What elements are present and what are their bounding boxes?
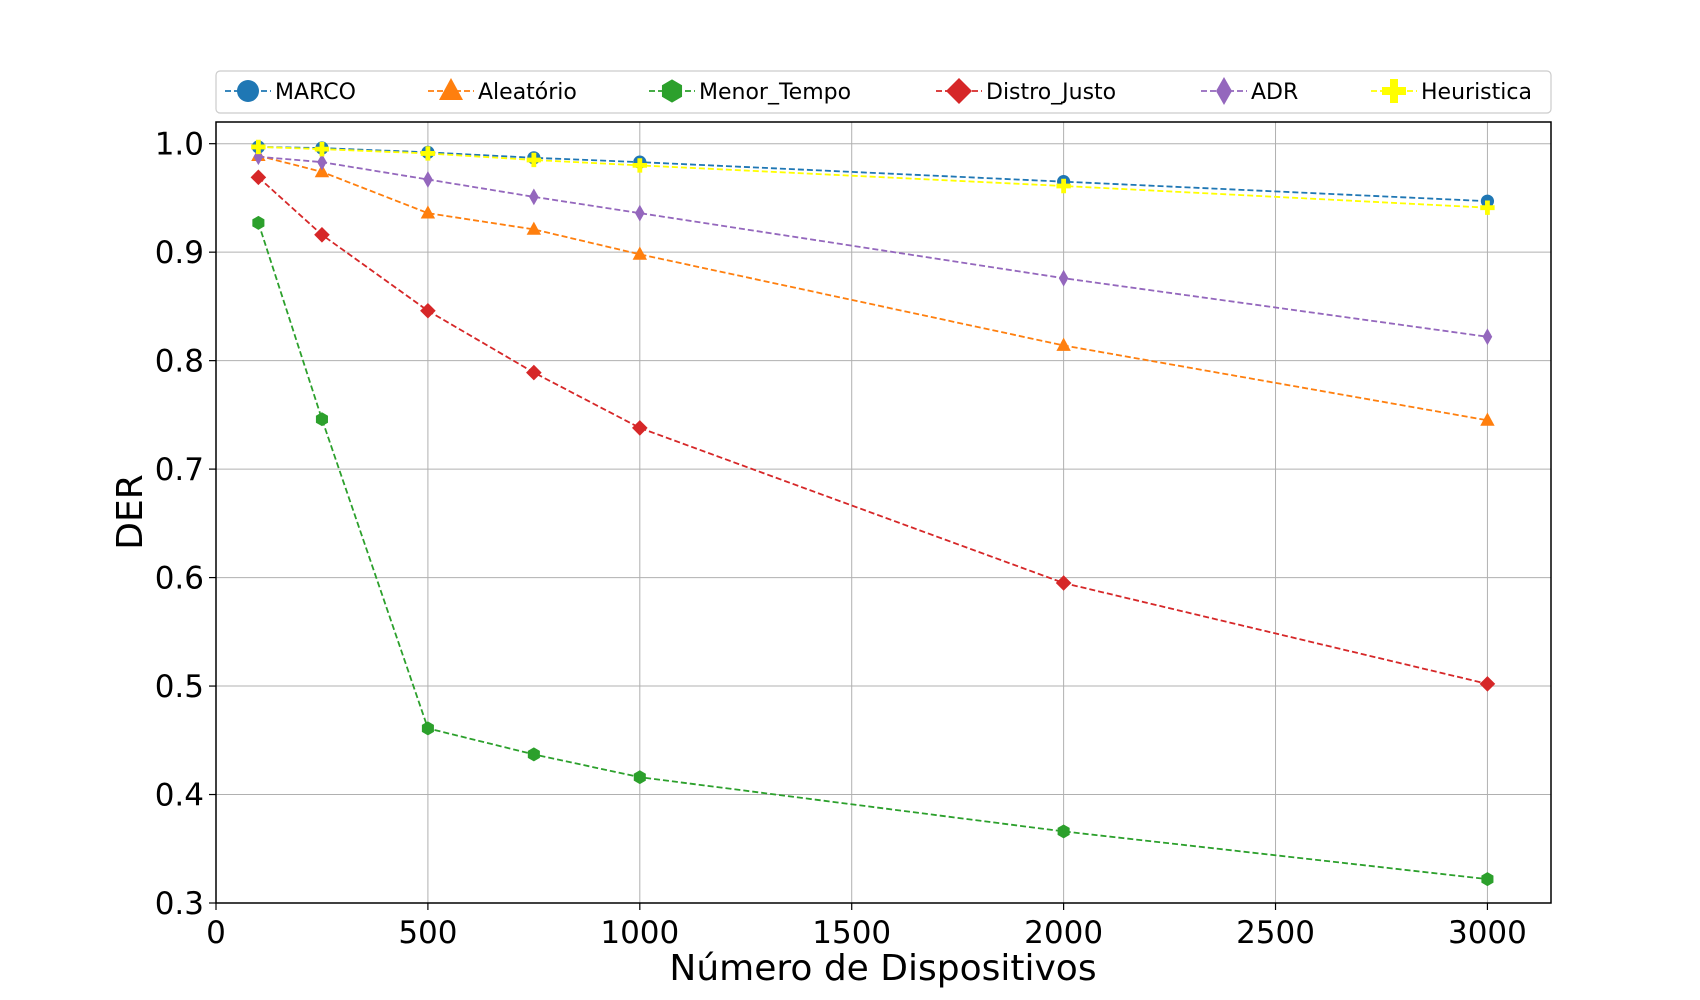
series-line-menor-tempo [257, 222, 1488, 881]
x-tick-label: 3000 [1448, 915, 1527, 951]
legend-label-heuristica: Heuristica [1421, 80, 1532, 105]
legend-label-marco: MARCO [275, 80, 356, 105]
legend-frame [215, 70, 1552, 114]
series-heuristica [251, 139, 1495, 215]
data-point-adr [1058, 269, 1069, 287]
series-adr [253, 148, 1493, 346]
legend-marker-distro-justo [946, 78, 972, 104]
data-point-distro-justo [1055, 575, 1072, 591]
y-tick-label: 0.4 [155, 778, 204, 814]
data-point-adr [317, 153, 327, 171]
legend-marker-adr [1216, 77, 1232, 105]
data-point-heuristica [251, 139, 266, 155]
data-point-menor-tempo [252, 215, 265, 230]
data-point-heuristica [1480, 200, 1495, 215]
data-point-aleat-rio [1056, 337, 1071, 351]
y-tick-label: 0.6 [155, 561, 204, 597]
legend-label-distro-justo: Distro_Justo [986, 80, 1116, 105]
legend-marker-aleat-rio [439, 78, 463, 100]
data-point-distro-justo [250, 169, 267, 186]
y-tick-label: 1.0 [155, 127, 204, 163]
data-point-aleat-rio [1480, 412, 1495, 426]
data-point-adr [635, 204, 645, 222]
x-tick-label: 0 [206, 915, 226, 951]
data-point-menor-tempo [421, 721, 434, 736]
series-layer [250, 139, 1496, 887]
x-tick-label: 2000 [1024, 915, 1103, 951]
x-axis-title: Número de Dispositivos [669, 948, 1096, 989]
data-point-adr [529, 188, 539, 206]
data-point-distro-justo [314, 227, 330, 243]
legend-marker-marco [237, 80, 259, 102]
series-aleat-rio [251, 147, 1495, 426]
legend-entry-distro-justo: Distro_Justo [936, 78, 1116, 105]
plot-frame [215, 121, 1552, 904]
legend-label-aleat-rio: Aleatório [478, 80, 577, 105]
data-point-adr [1482, 328, 1493, 346]
y-tick-label: 0.5 [155, 669, 204, 705]
series-line-distro-justo [257, 176, 1488, 685]
series-marco [251, 140, 1495, 208]
data-point-adr [423, 171, 433, 188]
data-point-heuristica [314, 141, 330, 157]
x-axis: 0 500 1000 1500 2000 2500 3000 [206, 903, 1527, 951]
y-tick-label: 0.3 [155, 886, 204, 922]
data-point-menor-tempo [1057, 824, 1070, 839]
y-axis: 0.3 0.4 0.5 0.6 0.7 0.8 0.9 1.0 [155, 127, 216, 922]
x-tick-label: 500 [398, 915, 457, 951]
data-point-heuristica [1056, 178, 1071, 194]
data-point-aleat-rio [632, 246, 648, 260]
y-tick-label: 0.9 [155, 235, 204, 271]
x-tick-label: 1000 [600, 915, 679, 951]
legend-entry-aleat-rio: Aleatório [428, 78, 577, 105]
series-distro-justo [250, 169, 1496, 692]
data-point-aleat-rio [526, 221, 542, 235]
legend-label-adr: ADR [1251, 80, 1298, 105]
x-tick-label: 1500 [812, 915, 891, 951]
legend-marker-heuristica [1382, 79, 1406, 103]
series-line-aleat-rio [258, 154, 1488, 422]
legend-entry-heuristica: Heuristica [1371, 79, 1532, 105]
y-tick-label: 0.7 [155, 452, 204, 488]
data-point-heuristica [632, 158, 648, 173]
data-point-distro-justo [526, 364, 542, 381]
series-line-adr [258, 155, 1488, 338]
data-point-heuristica [420, 146, 436, 161]
legend-marker-menor-tempo [661, 79, 683, 103]
y-tick-label: 0.8 [155, 344, 204, 380]
legend: MARCO Aleatório Menor_Tempo Distro_Justo ADR… [215, 70, 1552, 114]
x-tick-label: 2500 [1236, 915, 1315, 951]
data-point-heuristica [526, 152, 542, 168]
data-point-menor-tempo [527, 747, 540, 762]
grid [215, 122, 1551, 904]
series-menor-tempo [252, 215, 1494, 887]
legend-entry-marco: MARCO [225, 80, 356, 105]
legend-entry-menor-tempo: Menor_Tempo [649, 79, 851, 105]
data-point-aleat-rio [420, 205, 436, 219]
data-point-menor-tempo [1481, 872, 1494, 887]
legend-label-menor-tempo: Menor_Tempo [699, 80, 851, 105]
y-axis-title: DER [110, 474, 151, 549]
data-point-distro-justo [632, 420, 648, 436]
data-point-menor-tempo [315, 412, 328, 427]
series-line-heuristica [258, 146, 1488, 209]
data-point-distro-justo [1479, 676, 1496, 692]
legend-entry-adr: ADR [1201, 77, 1298, 105]
data-point-menor-tempo [633, 770, 646, 785]
data-point-distro-justo [420, 302, 436, 319]
data-point-aleat-rio [314, 164, 330, 178]
